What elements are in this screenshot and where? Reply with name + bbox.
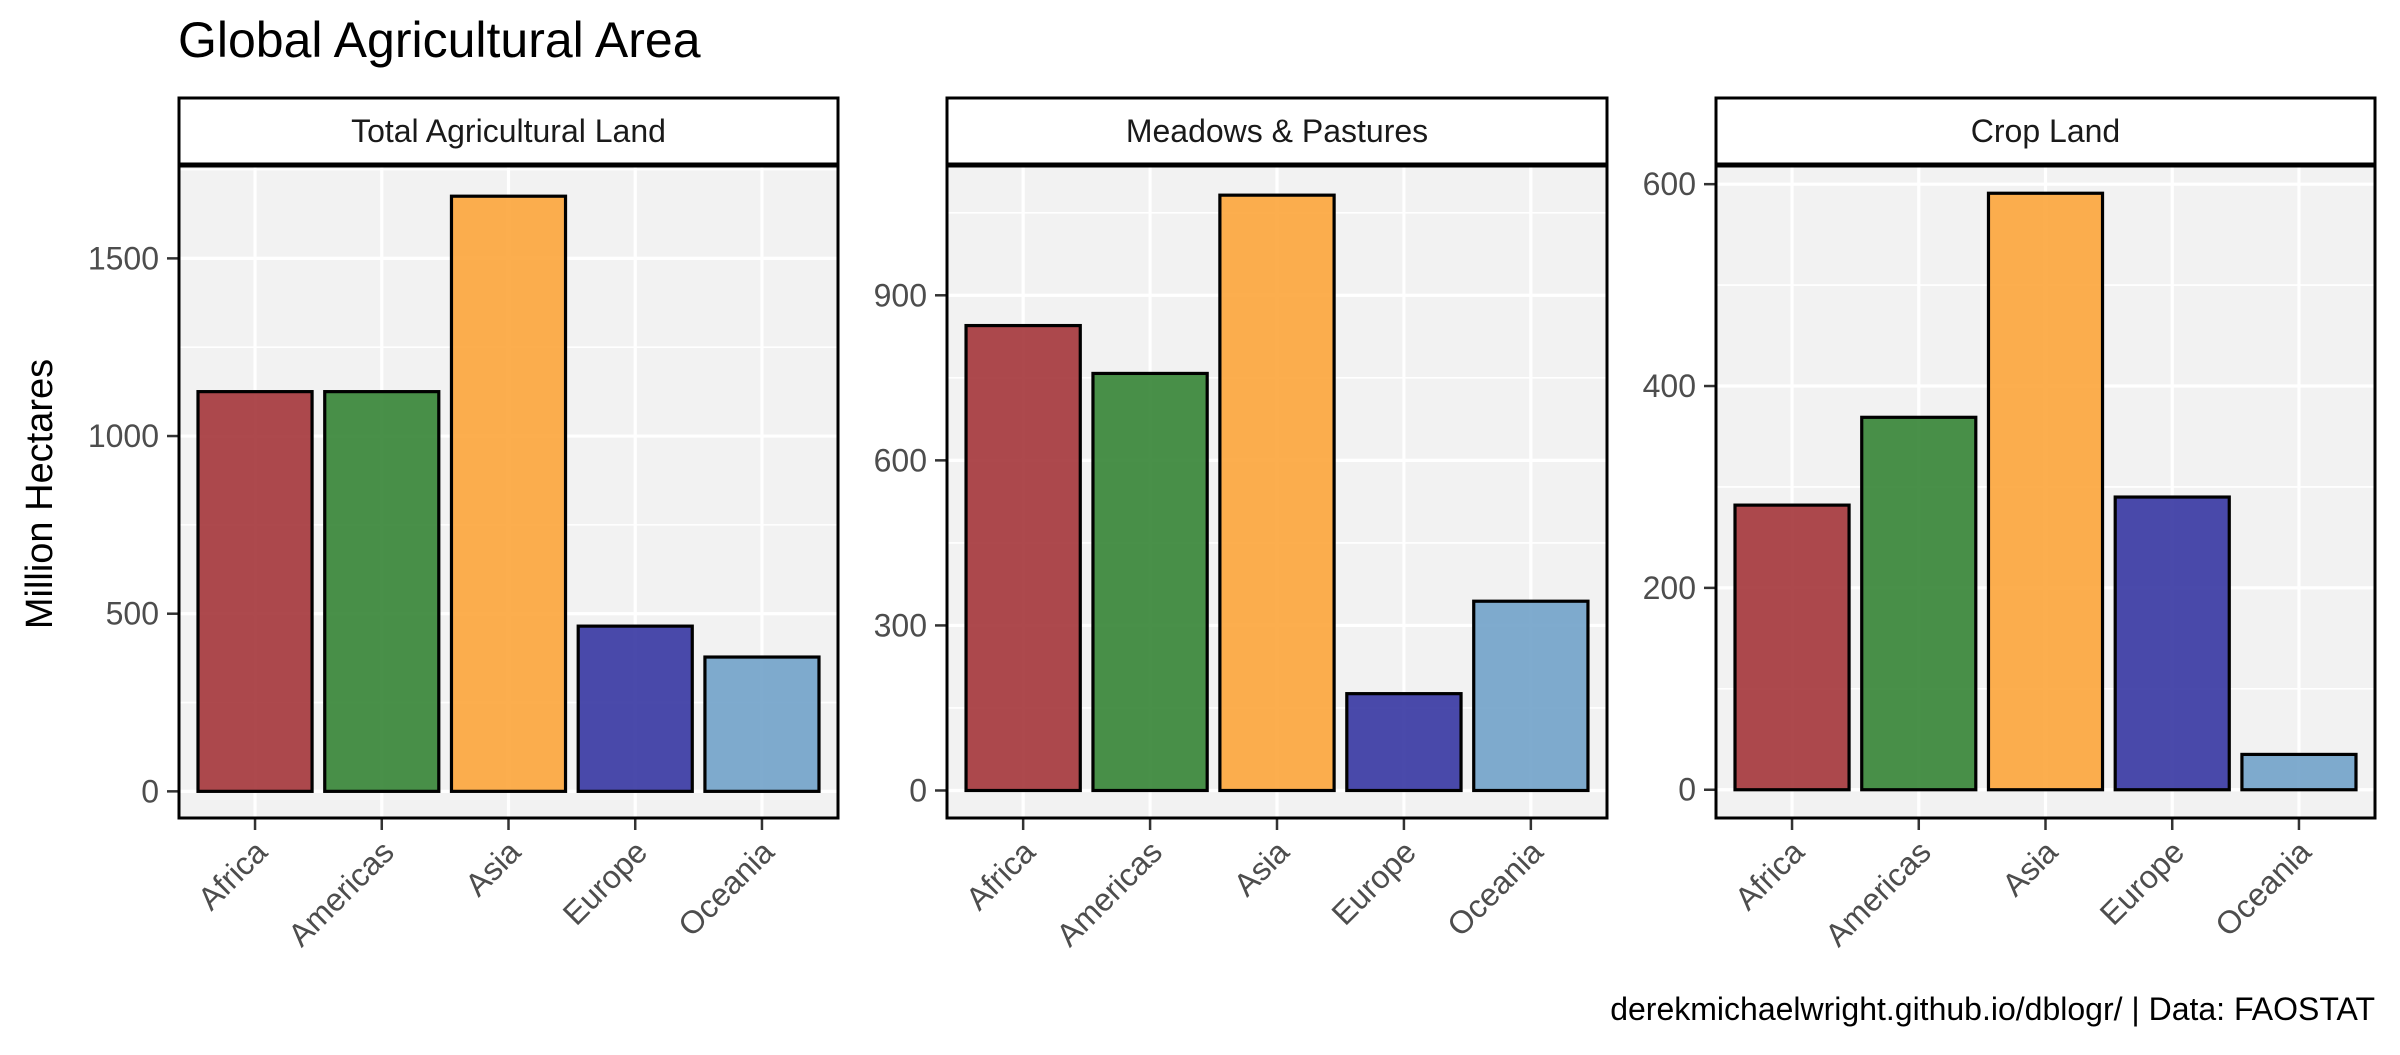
x-tick-label: Africa [959, 833, 1042, 916]
bar-europe [1345, 692, 1463, 793]
x-tick-label: Africa [191, 833, 274, 916]
bar-africa [964, 323, 1082, 793]
bar-americas [1860, 415, 1978, 792]
facet-strip [945, 96, 1609, 166]
facet-strip-label: Crop Land [1971, 113, 2120, 149]
y-axis-label: Million Hectares [19, 359, 61, 629]
bar-oceania [2240, 752, 2358, 792]
chart-title: Global Agricultural Area [178, 12, 701, 68]
facet-strip [1714, 96, 2377, 166]
x-tick-label: Americas [1049, 833, 1169, 953]
y-tick-label: 0 [1678, 772, 1696, 808]
x-tick-label: Oceania [671, 833, 781, 943]
y-tick-label: 400 [1643, 368, 1696, 404]
panels: Africa Americas Asia Europe Oceania050010001… [88, 96, 2377, 953]
bar-europe [2113, 495, 2231, 792]
bar-asia [1986, 191, 2105, 792]
bar-africa [196, 390, 314, 793]
bar-asia [449, 194, 568, 793]
chart-caption: derekmichaelwright.github.io/dblogr/ | D… [1610, 991, 2375, 1027]
x-tick-label: Africa [1728, 833, 1811, 916]
bar-europe [576, 624, 694, 793]
x-tick-label: Europe [2093, 833, 2191, 931]
bar-oceania [703, 655, 821, 793]
x-tick-label: Asia [458, 833, 528, 903]
bar-americas [1091, 371, 1209, 793]
y-tick-label: 500 [106, 596, 159, 632]
facet-panel: Africa Americas Asia Europe Oceania 0 300 600 90… [874, 96, 1609, 953]
bar-oceania [1472, 599, 1590, 793]
facet-strip-label: Total Agricultural Land [351, 113, 666, 149]
y-tick-label: 300 [874, 607, 927, 643]
facet-panel: Africa Americas Asia Europe Oceania 0 500 1000 1… [88, 96, 840, 953]
x-tick-label: Americas [281, 833, 401, 953]
y-tick-label: 900 [874, 277, 927, 313]
y-tick-label: 600 [874, 442, 927, 478]
facet-panel: Africa Americas Asia Europe Oceania 0 200 400 60… [1643, 96, 2377, 953]
x-tick-label: Europe [556, 833, 654, 931]
x-tick-label: Europe [1324, 833, 1422, 931]
facet-strip-label: Meadows & Pastures [1126, 113, 1428, 149]
y-tick-label: 600 [1643, 166, 1696, 202]
x-tick-label: Oceania [2208, 833, 2318, 943]
x-tick-label: Asia [1226, 833, 1296, 903]
x-tick-label: Asia [1995, 833, 2065, 903]
bar-asia [1218, 193, 1336, 793]
y-tick-label: 0 [909, 772, 927, 808]
y-tick-label: 200 [1643, 570, 1696, 606]
x-tick-label: Americas [1818, 833, 1938, 953]
y-tick-label: 1500 [88, 240, 159, 276]
y-tick-label: 1000 [88, 418, 159, 454]
bar-africa [1733, 503, 1851, 792]
bar-americas [323, 390, 441, 793]
x-tick-label: Oceania [1440, 833, 1550, 943]
y-tick-label: 0 [141, 773, 159, 809]
